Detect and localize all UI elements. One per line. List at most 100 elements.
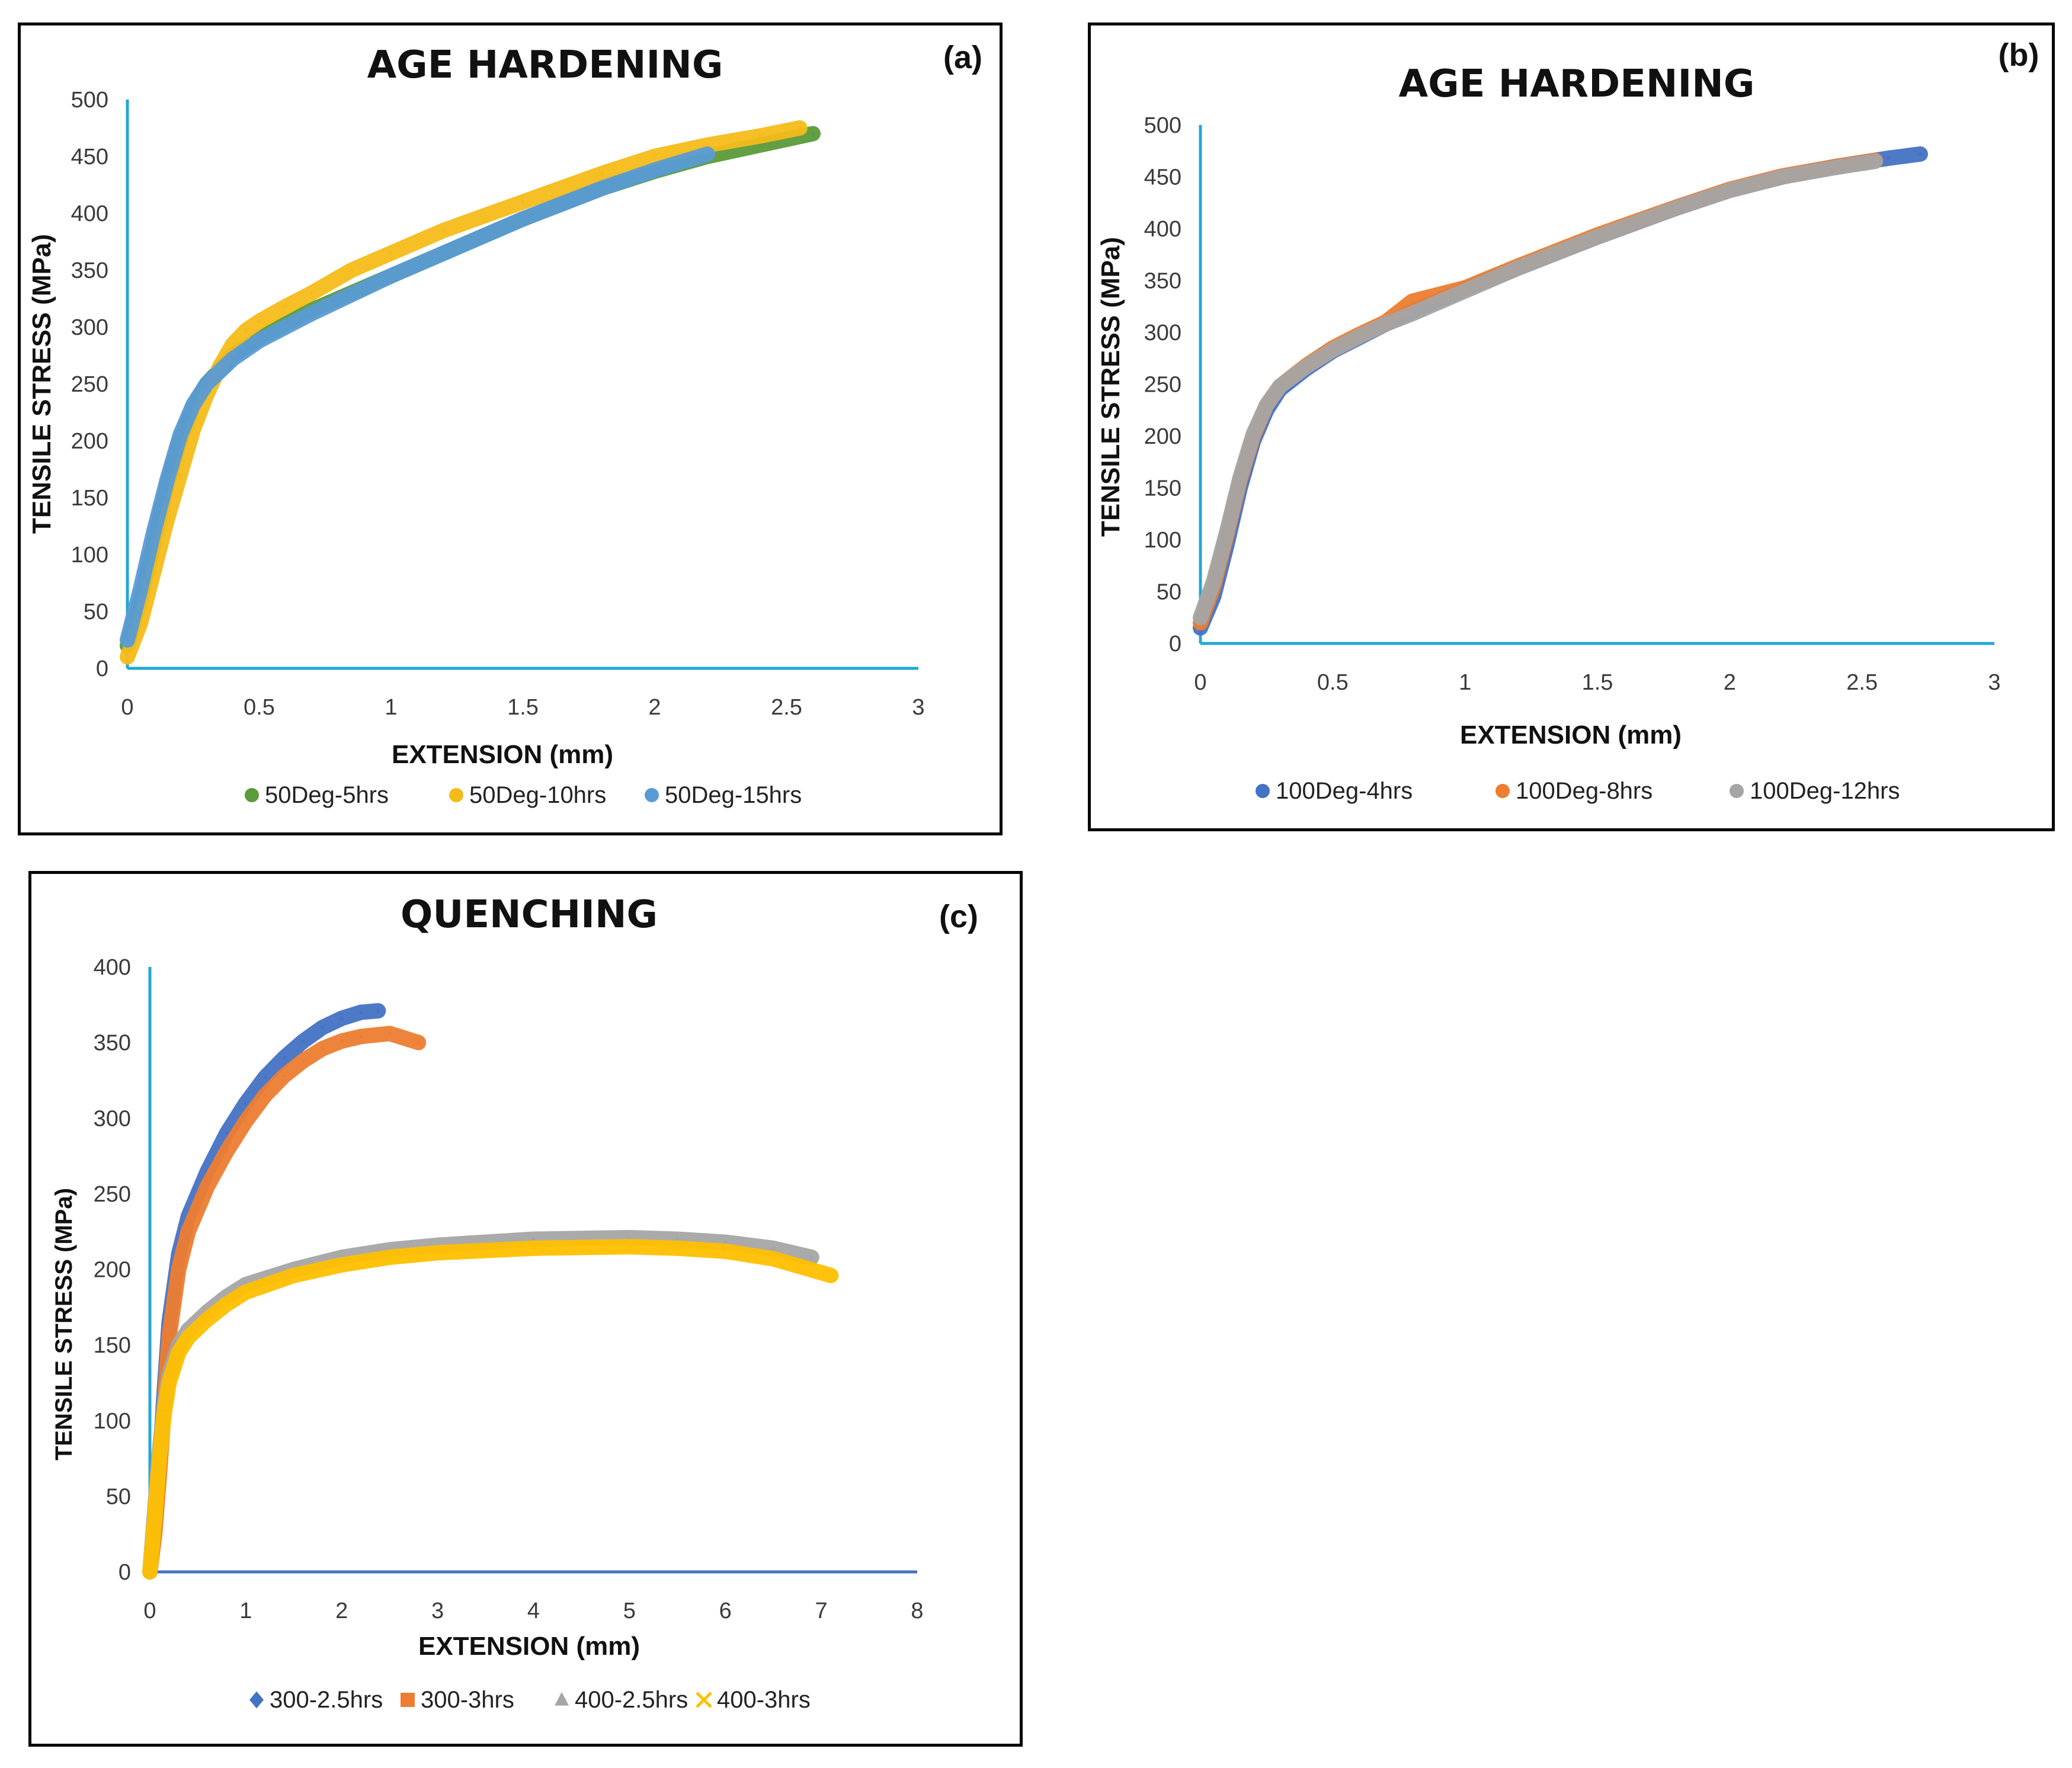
x-tick-label: 3 <box>1988 670 2000 695</box>
y-tick-label: 400 <box>1144 217 1181 242</box>
series-line <box>1193 153 1883 626</box>
data-point <box>1918 152 1922 156</box>
data-point <box>282 1074 286 1078</box>
x-tick-label: 0.5 <box>1317 670 1349 695</box>
data-point <box>191 427 196 431</box>
data-point <box>521 217 525 221</box>
data-point <box>389 251 393 255</box>
data-point <box>1874 159 1877 164</box>
legend-label: 50Deg-10hrs <box>469 782 606 808</box>
data-point <box>1264 403 1269 407</box>
series-line <box>120 126 821 654</box>
data-point <box>340 1016 344 1020</box>
y-tick-label: 200 <box>1144 424 1181 449</box>
data-point <box>359 1010 363 1014</box>
chart-panel-b: AGE HARDENING (b) 0 50 100 150 200 250 300 350 400… <box>1088 23 2055 831</box>
x-tick-label: 8 <box>911 1599 923 1623</box>
series-line <box>142 1239 839 1580</box>
data-point <box>1238 476 1242 479</box>
data-point <box>1834 165 1837 169</box>
y-tick-label: 100 <box>71 543 108 568</box>
y-tick-label: 100 <box>94 1409 131 1434</box>
data-point <box>442 228 446 232</box>
data-point <box>359 1034 363 1039</box>
series-line <box>1193 152 1883 630</box>
y-tick-label: 150 <box>94 1333 131 1358</box>
y-axis-label: TENSILE STRESS (MPa) <box>1096 237 1125 537</box>
legend-label: 100Deg-12hrs <box>1750 778 1900 804</box>
data-point <box>531 1237 536 1241</box>
data-point <box>158 1456 162 1460</box>
data-point <box>310 311 314 315</box>
data-point <box>186 1335 190 1340</box>
data-point <box>257 339 261 343</box>
data-point <box>1304 364 1308 369</box>
x-axis-label: EXTENSION (mm) <box>1460 720 1682 750</box>
y-tick-label: 500 <box>71 88 108 113</box>
panel-label: (a) <box>943 40 982 75</box>
x-tick-label: 0 <box>121 695 133 720</box>
data-point <box>244 1290 248 1294</box>
x-tick-label: 2 <box>648 695 661 720</box>
data-point <box>1410 299 1414 303</box>
data-point <box>521 200 525 204</box>
data-point <box>152 530 156 534</box>
chart-title: AGE HARDENING <box>1399 62 1755 106</box>
data-point <box>167 1335 171 1340</box>
x-tick-label: 1 <box>385 695 397 720</box>
series-300-3hrs <box>142 1026 427 1580</box>
legend-label: 100Deg-8hrs <box>1516 778 1653 804</box>
x-tick-label: 1.5 <box>1582 670 1613 695</box>
data-point <box>350 268 354 272</box>
y-tick-label: 500 <box>1144 113 1181 138</box>
data-point <box>531 1246 536 1250</box>
data-point <box>167 1381 171 1385</box>
chart-c-canvas: QUENCHING (c) 0 50 100 150 200 250 300 350 400 0 1 2 3… <box>51 893 978 1713</box>
y-tick-label: 300 <box>71 315 108 340</box>
data-point <box>321 1026 325 1030</box>
data-point <box>139 587 143 591</box>
data-point <box>282 1056 286 1060</box>
data-point <box>706 143 709 147</box>
data-point <box>231 357 235 361</box>
x-axis-label: EXTENSION (mm) <box>392 740 613 769</box>
panel-label: (b) <box>1999 37 2039 73</box>
y-tick-label: 50 <box>106 1484 131 1509</box>
data-point <box>1596 235 1599 239</box>
legend-entry: 300-2.5hrs <box>249 1687 383 1713</box>
legend-marker <box>555 1692 569 1706</box>
series-line <box>142 1026 427 1580</box>
data-point <box>148 1570 152 1574</box>
series-line <box>1193 146 1928 636</box>
series-50Deg-5hrs <box>120 126 821 654</box>
data-point <box>653 155 656 158</box>
data-point <box>653 168 656 172</box>
y-tick-label: 250 <box>1144 373 1181 398</box>
data-point <box>771 1257 776 1261</box>
legend-marker <box>249 1691 264 1709</box>
data-point <box>231 342 235 346</box>
data-point <box>178 433 182 437</box>
series-50Deg-15hrs <box>120 146 715 648</box>
data-point <box>811 132 815 136</box>
x-axis-label: EXTENSION (mm) <box>418 1632 640 1661</box>
x-tick-label: 6 <box>719 1599 732 1623</box>
y-tick-label: 50 <box>1157 580 1181 605</box>
x-tick-label: 3 <box>912 695 924 720</box>
y-tick-label: 300 <box>1144 321 1181 345</box>
legend-entry: 400-2.5hrs <box>555 1687 688 1713</box>
legend-marker <box>645 788 659 802</box>
x-tick-label: 1 <box>239 1599 252 1623</box>
chart-panel-a: AGE HARDENING (a) 0 50 100 150 200 250 300 350 400… <box>18 23 1003 835</box>
data-point <box>337 299 340 303</box>
x-tick-label: 2.5 <box>1846 670 1878 695</box>
x-tick-label: 4 <box>527 1599 540 1623</box>
legend-label: 100Deg-4hrs <box>1276 778 1413 804</box>
legend-marker <box>449 788 463 802</box>
data-point <box>244 1119 248 1123</box>
legend-entry: 100Deg-12hrs <box>1730 778 1900 804</box>
chart-panel-c: QUENCHING (c) 0 50 100 150 200 250 300 350 400 0 1 2 3… <box>28 871 1023 1747</box>
data-point <box>829 1273 833 1277</box>
data-point <box>376 1009 380 1013</box>
data-point <box>1212 579 1216 583</box>
